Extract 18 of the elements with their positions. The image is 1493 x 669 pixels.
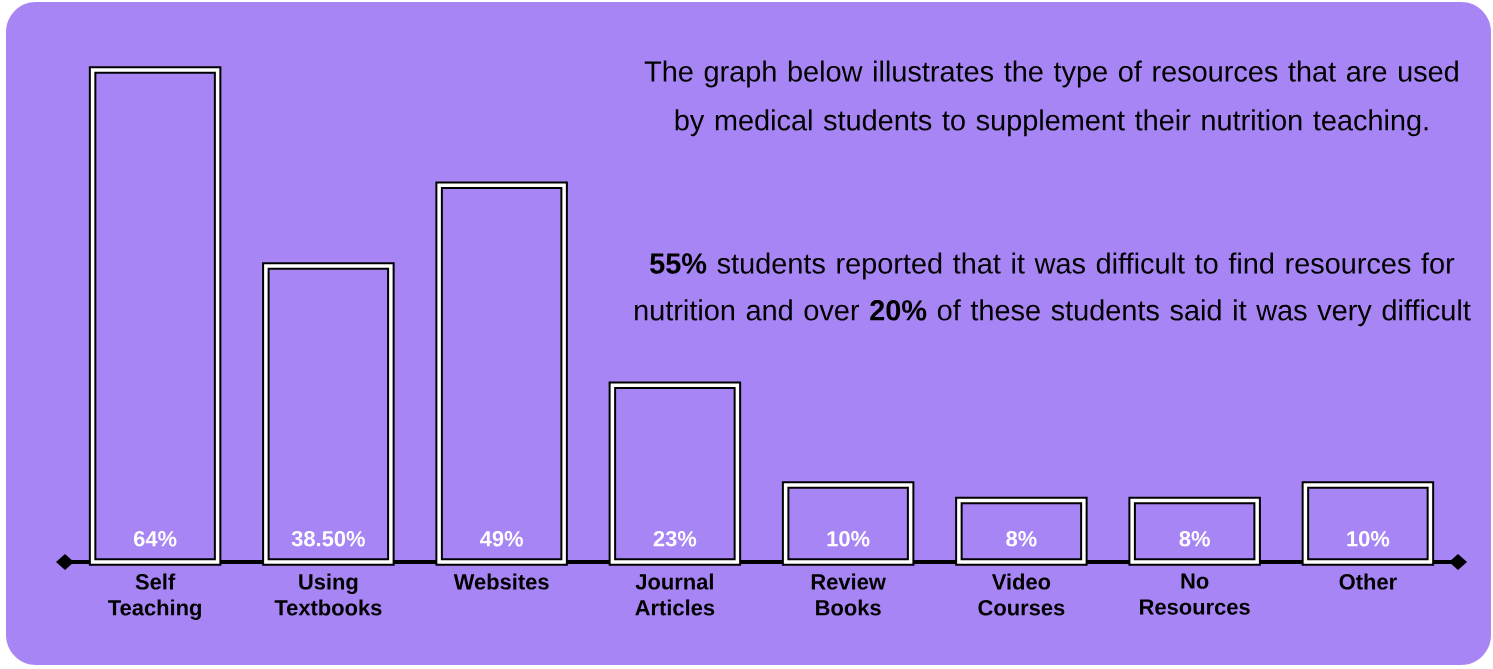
x-tick-label: Other	[1339, 573, 1397, 590]
data-label: 8%	[1179, 530, 1210, 547]
data-label: 49%	[480, 530, 523, 547]
x-tick-label: Websites	[453, 573, 549, 590]
x-tick-label: No Resources	[1140, 573, 1250, 615]
data-label: 10%	[1347, 530, 1390, 547]
data-label: 10%	[827, 530, 870, 547]
data-label: 38.50%	[291, 530, 365, 547]
data-label: 23%	[653, 530, 697, 547]
annotation: 55% students reported that it was difficult to find resources for nutrition and over 20% of these students said it was very difficult	[635, 252, 1471, 327]
x-tick-label: Review Books	[811, 573, 886, 616]
data-label: 8%	[1006, 530, 1037, 547]
x-tick-label: Journal Articles	[635, 573, 715, 616]
x-tick-label: Video Courses	[978, 573, 1065, 616]
x-tick-label: Using Textbooks	[274, 573, 382, 616]
chart-title: The graph below illustrates the type of resources that are used by medical students to supplement their nutrition teaching.	[644, 60, 1458, 137]
x-tick-label: Self Teaching	[108, 573, 201, 620]
data-label: 64%	[133, 530, 177, 547]
